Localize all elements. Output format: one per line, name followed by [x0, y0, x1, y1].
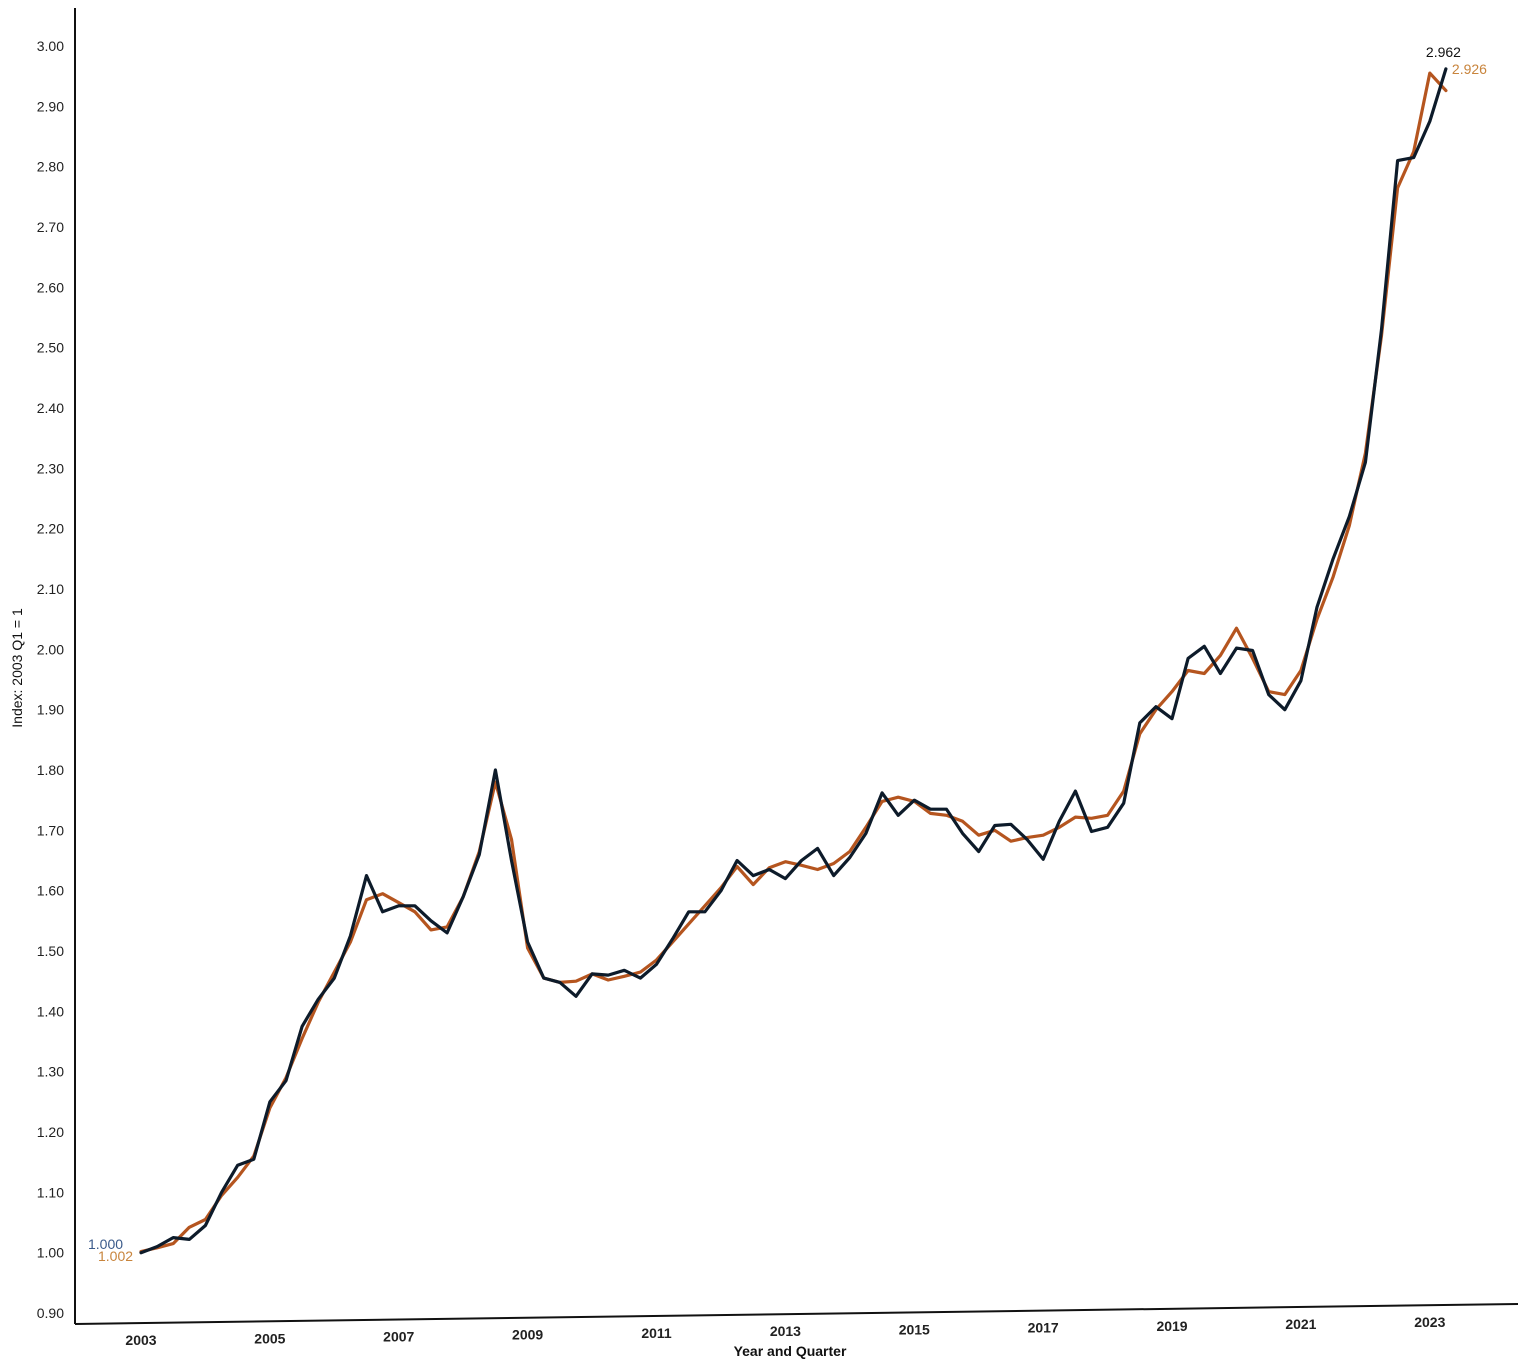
x-axis-line: [74, 1303, 1519, 1325]
y-tick-label: 2.60: [37, 279, 64, 295]
y-tick-label: 1.00: [37, 1245, 64, 1261]
y-tick-label: 1.50: [37, 943, 64, 959]
y-tick-label: 0.90: [37, 1305, 64, 1321]
y-tick-label: 1.70: [37, 822, 64, 838]
x-tick-label: 2009: [512, 1327, 543, 1343]
y-tick-label: 2.70: [37, 219, 64, 235]
x-axis-title: Year and Quarter: [734, 1343, 847, 1359]
y-tick-label: 1.90: [37, 702, 64, 718]
x-tick-label: 2015: [899, 1321, 930, 1337]
y-tick-label: 2.30: [37, 460, 64, 476]
x-tick-label: 2003: [125, 1332, 156, 1348]
series-line-0: [139, 67, 1448, 1255]
series-0-end-label: 2.962: [1426, 44, 1461, 60]
y-tick-label: 1.20: [37, 1124, 64, 1140]
x-tick-label: 2007: [383, 1329, 414, 1345]
x-tick-label: 2011: [641, 1325, 672, 1341]
y-tick-label: 2.10: [37, 581, 64, 597]
y-tick-label: 2.00: [37, 641, 64, 657]
y-tick-label: 1.10: [37, 1184, 64, 1200]
y-tick-labels: 0.90 1.00 1.10 1.20 1.30 1.40 1.50 1.60 1.70 1.80…: [37, 38, 64, 1321]
y-tick-label: 2.80: [37, 159, 64, 175]
series-lines: [139, 67, 1448, 1255]
x-tick-label: 2013: [770, 1323, 801, 1339]
x-tick-label: 2005: [254, 1330, 285, 1346]
axes: [74, 8, 1519, 1325]
y-tick-label: 1.40: [37, 1003, 64, 1019]
series-1-end-label: 2.926: [1452, 61, 1487, 77]
x-tick-label: 2019: [1156, 1318, 1187, 1334]
x-tick-label: 2017: [1028, 1320, 1059, 1336]
y-tick-label: 2.90: [37, 98, 64, 114]
series-line-1: [139, 71, 1448, 1254]
series-0-start-label: 1.000: [88, 1236, 123, 1252]
y-tick-label: 2.40: [37, 400, 64, 416]
x-tick-label: 2021: [1285, 1316, 1316, 1332]
y-tick-label: 1.80: [37, 762, 64, 778]
y-axis-title: Index: 2003 Q1 = 1: [9, 608, 25, 728]
series-1-start-label: 1.002: [98, 1248, 133, 1264]
y-tick-label: 3.00: [37, 38, 64, 54]
y-tick-label: 2.50: [37, 340, 64, 356]
x-tick-label: 2023: [1414, 1314, 1445, 1330]
y-tick-label: 1.60: [37, 883, 64, 899]
y-tick-label: 1.30: [37, 1064, 64, 1080]
y-tick-label: 2.20: [37, 521, 64, 537]
x-tick-labels: 2003 2005 2007 2009 2011 2013 2015 2017 2019 2021…: [125, 1314, 1445, 1348]
